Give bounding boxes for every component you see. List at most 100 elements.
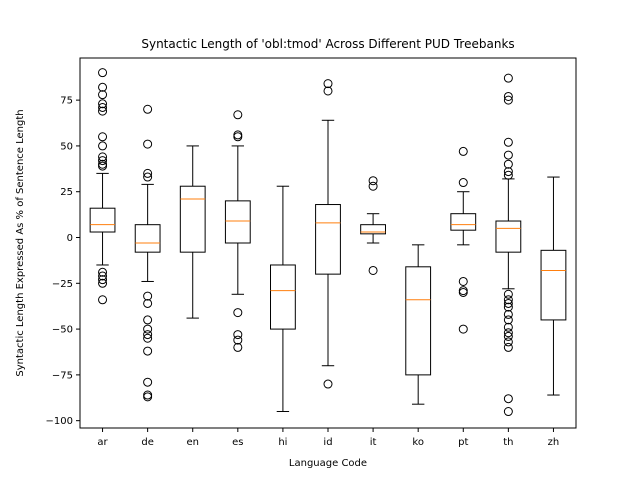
iqr-box xyxy=(540,249,567,321)
y-tick-label: −50 xyxy=(52,325,73,336)
x-tick-label: ko xyxy=(412,437,424,448)
box-group-es xyxy=(224,110,251,352)
outlier-point xyxy=(503,150,513,160)
outlier-point xyxy=(143,324,153,334)
outlier-point xyxy=(98,161,108,171)
outlier-point xyxy=(143,104,153,114)
outlier-point xyxy=(143,346,153,356)
outlier-point xyxy=(503,322,513,332)
outlier-point xyxy=(98,156,108,166)
outlier-point xyxy=(503,91,513,101)
x-axis-label: Language Code xyxy=(289,458,367,469)
outlier-point xyxy=(323,86,333,96)
outlier-point xyxy=(98,275,108,285)
outlier-point xyxy=(503,331,513,341)
y-tick-label: −75 xyxy=(52,370,73,381)
outlier-point xyxy=(233,342,243,352)
outlier-point xyxy=(503,342,513,352)
box-group-ko xyxy=(405,244,432,405)
outlier-point xyxy=(233,130,243,140)
x-axis: ar de en es hi id it ko pt th zh xyxy=(97,428,559,448)
iqr-box xyxy=(224,200,251,244)
outlier-point xyxy=(503,170,513,180)
box-group-pt xyxy=(450,146,477,334)
iqr-box xyxy=(495,220,522,253)
outlier-point xyxy=(98,267,108,277)
outlier-point xyxy=(503,95,513,105)
y-tick-label: −100 xyxy=(46,416,73,427)
outlier-point xyxy=(98,132,108,142)
outlier-point xyxy=(98,106,108,116)
outlier-point xyxy=(323,79,333,89)
iqr-box xyxy=(89,207,116,233)
outlier-point xyxy=(458,146,468,156)
iqr-box xyxy=(179,185,206,253)
outlier-point xyxy=(503,167,513,177)
outlier-point xyxy=(143,390,153,400)
x-tick-label: es xyxy=(232,437,243,448)
outlier-point xyxy=(503,407,513,417)
x-tick-label: en xyxy=(186,437,199,448)
box-group-ar xyxy=(89,68,116,305)
outlier-point xyxy=(143,298,153,308)
y-tick-label: −25 xyxy=(52,279,73,290)
outlier-point xyxy=(143,172,153,182)
outlier-point xyxy=(143,291,153,301)
outlier-point xyxy=(143,333,153,343)
outlier-point xyxy=(98,152,108,162)
iqr-box xyxy=(450,213,477,231)
outlier-point xyxy=(458,178,468,188)
outlier-point xyxy=(503,295,513,305)
box-group-th xyxy=(495,73,522,417)
x-tick-label: zh xyxy=(548,437,560,448)
outlier-point xyxy=(98,68,108,78)
box-group-zh xyxy=(540,176,567,396)
outlier-point xyxy=(458,276,468,286)
outlier-point xyxy=(368,181,378,191)
outlier-point xyxy=(503,309,513,319)
iqr-box xyxy=(270,264,296,330)
y-tick-label: 50 xyxy=(60,141,73,152)
y-axis: 75 50 25 0 −25 −50 −75 −100 xyxy=(46,96,80,427)
outlier-point xyxy=(503,137,513,147)
outlier-point xyxy=(233,132,243,142)
outlier-point xyxy=(98,271,108,281)
y-tick-label: 0 xyxy=(67,233,73,244)
y-tick-label: 25 xyxy=(60,187,73,198)
outlier-point xyxy=(233,308,243,318)
outlier-point xyxy=(233,335,243,345)
outlier-point xyxy=(143,392,153,402)
x-tick-label: it xyxy=(370,437,377,448)
outlier-point xyxy=(98,82,108,92)
x-tick-label: id xyxy=(323,437,332,448)
outlier-point xyxy=(503,315,513,325)
x-tick-label: ar xyxy=(97,437,108,448)
outlier-point xyxy=(503,298,513,308)
outlier-point xyxy=(143,315,153,325)
outlier-point xyxy=(143,168,153,178)
x-tick-label: hi xyxy=(278,437,287,448)
outlier-point xyxy=(503,394,513,404)
chart-title: Syntactic Length of 'obl:tmod' Across Di… xyxy=(141,37,514,51)
x-tick-label: pt xyxy=(458,437,468,448)
outlier-point xyxy=(233,330,243,340)
iqr-box xyxy=(134,224,161,253)
outlier-point xyxy=(503,73,513,83)
outlier-point xyxy=(143,139,153,149)
outlier-point xyxy=(503,337,513,347)
x-tick-label: de xyxy=(141,437,154,448)
iqr-box xyxy=(360,224,386,235)
outlier-point xyxy=(368,176,378,186)
outlier-point xyxy=(143,330,153,340)
box-group-hi xyxy=(270,185,296,413)
box-group-de xyxy=(134,104,161,402)
outlier-point xyxy=(458,287,468,297)
outlier-point xyxy=(503,159,513,169)
iqr-box xyxy=(405,266,432,376)
outlier-point xyxy=(503,289,513,299)
outlier-point xyxy=(98,141,108,151)
box-group-en xyxy=(179,145,206,319)
outlier-point xyxy=(233,110,243,120)
outlier-point xyxy=(503,302,513,312)
